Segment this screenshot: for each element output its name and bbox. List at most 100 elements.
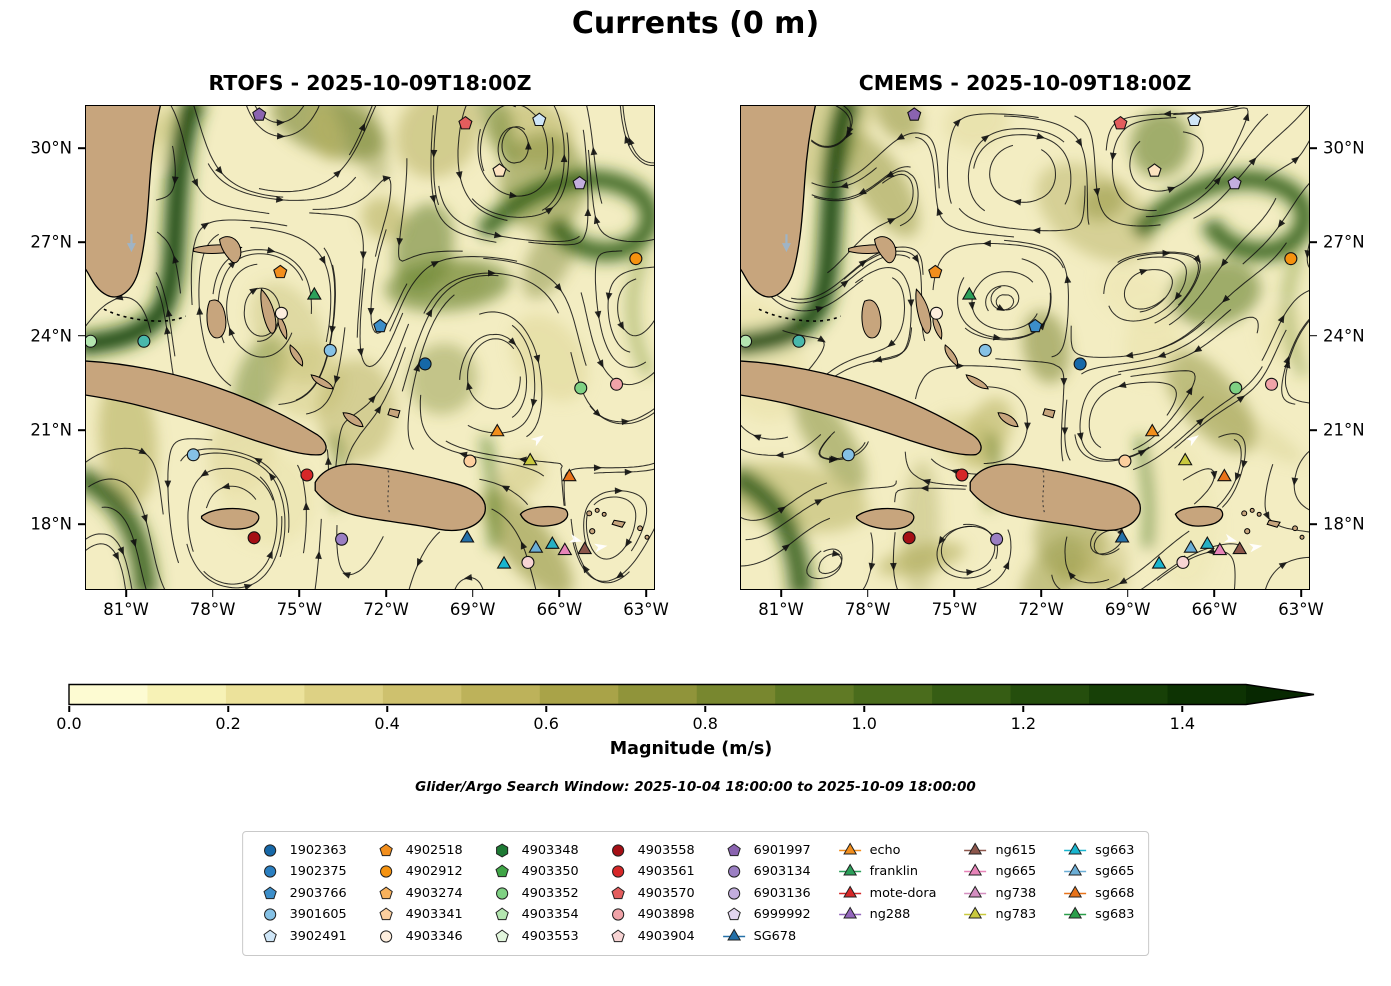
lat-tick-label: 27°N [30,232,72,252]
lon-tick-label: 78°W [844,600,891,619]
lon-tick-label: 75°W [276,600,323,619]
triangle-marker-icon [1212,542,1228,556]
legend-entry: 1902375 [257,862,347,883]
circle-marker-icon [727,865,740,878]
legend-entry-label: SG678 [753,928,797,944]
lat-tick-mark [1310,429,1317,431]
legend-entry-label: mote-dora [869,885,937,901]
triangle-marker-icon [722,928,745,941]
triangle-marker-icon [1064,842,1087,855]
lat-tick-label: 18°N [30,514,72,534]
legend-entry-label: ng783 [995,907,1037,923]
legend-entry-label: ng615 [995,842,1037,858]
triangle-marker-icon [1064,906,1087,919]
colorbar-tick-label: 0.0 [56,714,82,733]
legend-entry-label: 3902491 [289,928,347,944]
pentagon-marker-icon [1028,318,1043,333]
legend-entry: 4903341 [373,905,463,926]
pentagon-marker-icon [907,107,922,121]
lon-tick-mark [1213,590,1216,597]
legend-entry-label: 4903558 [637,842,695,858]
land-masses [741,106,1305,540]
legend-entry: 4903274 [373,883,463,904]
legend-entry-label: 4903350 [521,864,579,880]
lon-tick-mark [471,590,474,597]
bahamas-islands [193,236,401,428]
colorbar-label: Magnitude (m/s) [609,739,773,759]
float-markers [741,107,1298,569]
circle-marker-icon [186,448,200,462]
circle-marker-icon [978,343,992,357]
legend-entry: sg683 [1062,905,1134,926]
pentagon-marker-icon [373,318,388,333]
pentagon-marker-icon [1187,112,1202,127]
circle-marker-icon [137,334,151,348]
lon-tick-label: 81°W [103,600,149,619]
triangle-marker-icon [838,885,861,898]
florida-keys [103,308,187,322]
lon-tick-mark [1300,590,1302,597]
circle-marker-icon [611,844,624,857]
circle-marker-icon [611,865,624,878]
triangle-marker-icon [964,906,987,919]
pentagon-marker-icon [572,175,587,190]
circle-marker-icon [263,908,276,921]
lon-tick-mark [298,590,301,597]
triangle-marker-icon [306,286,322,300]
pentagon-marker-icon [1113,115,1128,130]
mona-passage-jet [1134,435,1155,549]
circle-marker-icon [629,252,643,266]
lat-tick-mark [78,335,85,337]
circle-marker-icon [1118,454,1132,468]
legend-entry-label: 4903553 [521,928,579,944]
circle-marker-icon [727,887,740,900]
lon-tick-mark [558,590,561,597]
circle-marker-icon [300,468,314,482]
legend-entry: 6901997 [721,840,811,861]
lat-tick-label: 24°N [30,326,72,346]
circle-marker-icon [379,865,392,878]
lat-tick-label: 30°N [1323,138,1365,158]
lon-tick-label: 72°W [1018,600,1064,619]
circle-marker-icon [741,334,753,348]
panel-title-rtofs: RTOFS - 2025-10-09T18:00Z [208,71,532,95]
legend-entry-label: 4903898 [637,907,695,923]
legend-entry: 4903570 [605,883,695,904]
cuba-landmass [86,360,327,456]
legend-entry-label: 6903136 [753,885,811,901]
colorbar-tick-mark [863,706,866,712]
lon-tick-mark [953,590,956,597]
lon-tick-mark [780,590,782,597]
florida-landmass [741,106,816,298]
legend-entry-label: 4903570 [637,885,695,901]
legend-entry-label: sg683 [1095,907,1135,923]
pentagon-marker-icon [610,929,625,942]
triangle-marker-icon [528,539,544,553]
lat-tick-label: 21°N [1323,420,1365,440]
lon-tick-label: 66°W [1191,600,1238,619]
circle-marker-icon [274,306,288,320]
legend-entry-label: 4903348 [521,842,579,858]
map-canvas-cmems [741,106,1309,589]
colorbar-tick-mark [545,706,547,712]
lon-tick-mark [1040,590,1042,597]
triangle-marker-icon [1151,555,1167,569]
lon-tick-label: 69°W [449,600,496,619]
legend-entry: 4903352 [489,883,579,904]
platform-legend: 1902363 1902375 2903766 3901605 3902491 49025… [241,831,1150,956]
legend-entry-label: 4902912 [405,864,463,880]
legend-entry: 3902491 [257,926,347,947]
lat-tick-label: 18°N [1323,514,1365,534]
lon-tick-label: 72°W [363,600,409,619]
legend-entry-label: 1902375 [289,864,347,880]
track-arrow-icon [593,543,608,553]
triangle-marker-icon [557,542,573,556]
mona-passage-jet [479,435,500,549]
colorbar-extend-arrow [1246,684,1314,705]
lon-tick-label: 81°W [758,600,804,619]
lon-tick-mark [385,590,387,597]
puerto-rico-landmass [1174,505,1224,527]
cuba-landmass [741,360,982,456]
magnitude-field [741,106,1309,589]
legend-column: sg663 sg665 sg668 sg683 [1062,840,1134,925]
